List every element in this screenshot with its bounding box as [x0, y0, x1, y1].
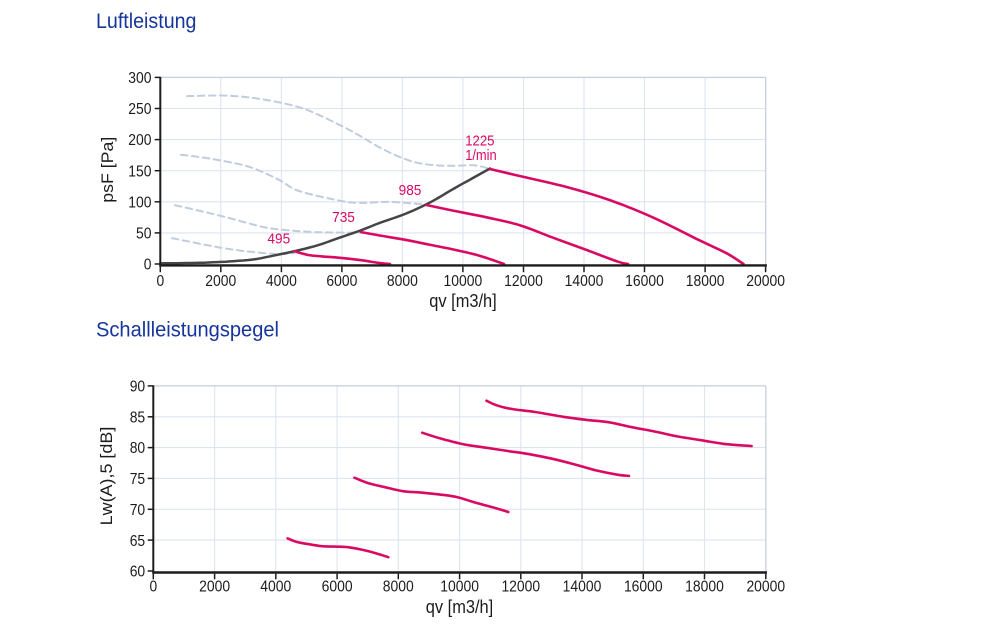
svg-text:65: 65: [130, 533, 146, 550]
svg-text:12000: 12000: [504, 273, 543, 290]
svg-text:qv [m3/h]: qv [m3/h]: [429, 290, 497, 311]
svg-text:Schallleistungspegel: Schallleistungspegel: [96, 318, 279, 341]
svg-text:4000: 4000: [260, 579, 291, 596]
svg-text:80: 80: [130, 440, 146, 457]
svg-text:8000: 8000: [383, 579, 414, 596]
svg-text:2000: 2000: [205, 273, 236, 290]
svg-text:60: 60: [130, 564, 146, 581]
svg-text:50: 50: [136, 226, 152, 243]
svg-text:85: 85: [130, 409, 146, 426]
svg-text:250: 250: [128, 101, 151, 118]
svg-text:6000: 6000: [326, 273, 357, 290]
svg-text:985: 985: [399, 183, 422, 199]
svg-text:18000: 18000: [685, 579, 724, 596]
svg-text:qv [m3/h]: qv [m3/h]: [426, 596, 494, 617]
svg-text:6000: 6000: [322, 579, 353, 596]
svg-text:14000: 14000: [565, 273, 604, 290]
svg-text:2000: 2000: [199, 579, 230, 596]
svg-text:20000: 20000: [746, 579, 785, 596]
svg-text:10000: 10000: [444, 273, 483, 290]
svg-text:20000: 20000: [746, 273, 785, 290]
svg-text:70: 70: [130, 502, 146, 519]
svg-text:150: 150: [128, 163, 151, 180]
svg-text:0: 0: [156, 273, 164, 290]
svg-text:300: 300: [128, 70, 151, 87]
svg-text:75: 75: [130, 471, 146, 488]
svg-text:16000: 16000: [625, 273, 664, 290]
svg-text:14000: 14000: [563, 579, 602, 596]
svg-text:10000: 10000: [440, 579, 479, 596]
svg-text:735: 735: [332, 210, 355, 226]
svg-text:1225: 1225: [465, 134, 494, 150]
svg-text:90: 90: [130, 379, 146, 396]
svg-text:psF [Pa]: psF [Pa]: [99, 137, 117, 203]
svg-text:1/min: 1/min: [465, 148, 497, 164]
svg-text:495: 495: [267, 231, 290, 247]
svg-text:8000: 8000: [387, 273, 418, 290]
svg-text:0: 0: [149, 579, 157, 596]
svg-text:4000: 4000: [266, 273, 297, 290]
svg-text:12000: 12000: [501, 579, 540, 596]
svg-text:18000: 18000: [686, 273, 725, 290]
svg-text:Luftleistung: Luftleistung: [96, 10, 197, 33]
svg-text:100: 100: [128, 194, 151, 211]
svg-text:200: 200: [128, 132, 151, 149]
svg-text:Lw(A),5 [dB]: Lw(A),5 [dB]: [98, 427, 116, 526]
svg-text:16000: 16000: [624, 579, 663, 596]
svg-text:0: 0: [144, 257, 152, 274]
